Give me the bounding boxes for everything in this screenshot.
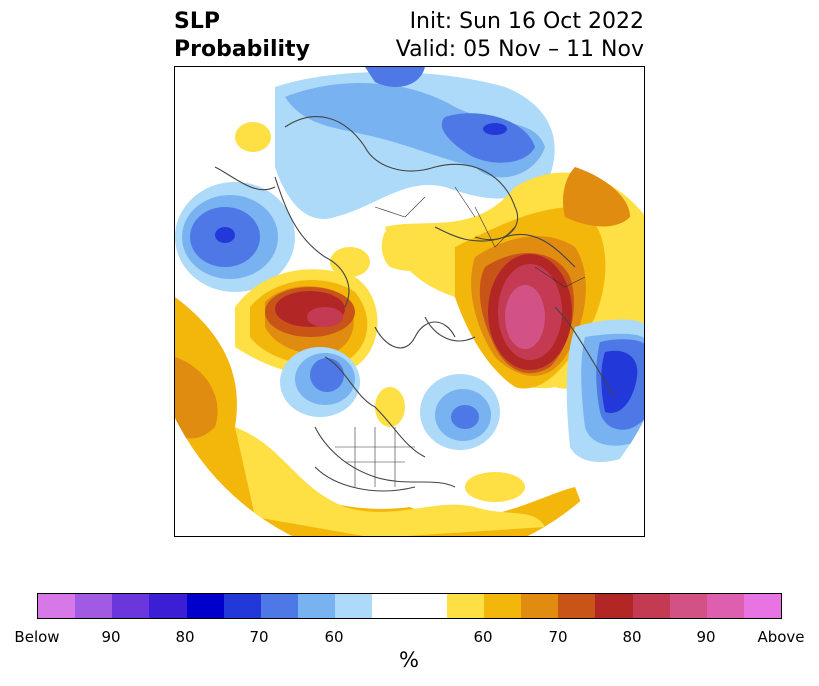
blue-low-central-inner <box>310 358 344 392</box>
blue-north-inner <box>441 113 535 163</box>
blue-top-center <box>365 67 425 87</box>
blue-low-atlantic-inner <box>451 405 479 429</box>
pink-high-east <box>505 285 545 349</box>
yellow-belt-south <box>235 427 545 536</box>
colorbar-segment <box>521 594 559 618</box>
orange-northeast <box>563 167 630 227</box>
map-dates: Init: Sun 16 Oct 2022 Valid: 05 Nov – 11… <box>396 8 644 64</box>
probability-field <box>175 67 644 536</box>
colorbar-tick-label: 70 <box>249 628 269 646</box>
colorbar-segment <box>743 594 782 618</box>
colorbar-tick-label: 90 <box>101 628 121 646</box>
colorbar-segment <box>335 594 373 618</box>
colorbar-segment <box>558 594 596 618</box>
colorbar-segment <box>632 594 670 618</box>
colorbar-segment <box>260 594 299 618</box>
colorbar-segment <box>149 594 187 618</box>
colorbar-segment <box>75 594 113 618</box>
yellow-patch-se <box>465 472 525 502</box>
colorbar-segment <box>483 594 522 618</box>
colorbar <box>37 593 782 619</box>
blue-north-core <box>483 123 507 135</box>
colorbar-segment <box>38 594 76 618</box>
colorbar-segment <box>223 594 261 618</box>
title-variable: SLP <box>174 9 220 34</box>
init-date: Init: Sun 16 Oct 2022 <box>409 9 644 34</box>
colorbar-segment <box>186 594 224 618</box>
colorbar-tick-label: 90 <box>696 628 716 646</box>
colorbar-segment <box>112 594 150 618</box>
colorbar-segment <box>595 594 633 618</box>
yellow-patch-nw <box>235 122 271 152</box>
colorbar-tick-label: 70 <box>548 628 568 646</box>
map-title: SLP Probability <box>174 8 310 64</box>
colorbar-segment <box>372 594 410 618</box>
colorbar-tick-label: 60 <box>473 628 493 646</box>
colorbar-segment <box>706 594 744 618</box>
yellow-patch-s <box>375 387 405 427</box>
colorbar-tick-label: Below <box>14 628 60 646</box>
orange-southwest <box>175 357 218 439</box>
colorbar-segment <box>409 594 447 618</box>
valid-range: Valid: 05 Nov – 11 Nov <box>395 37 644 62</box>
yellow-central-north <box>381 227 455 271</box>
colorbar-tick-label: 80 <box>622 628 642 646</box>
colorbar-tick-label: 60 <box>324 628 344 646</box>
crimson-high-west <box>307 307 343 327</box>
colorbar-segment <box>446 594 484 618</box>
blue-low-east-core <box>601 350 638 413</box>
colorbar-unit: % <box>399 648 419 672</box>
colorbar-segment <box>669 594 707 618</box>
colorbar-tick-label: 80 <box>175 628 195 646</box>
colorbar-tick-label: Above <box>757 628 805 646</box>
yellow-central-left <box>330 247 370 277</box>
polar-map <box>174 66 645 537</box>
borders <box>335 186 586 487</box>
blue-low-west-core <box>215 227 235 243</box>
colorbar-segment <box>298 594 336 618</box>
title-quantity: Probability <box>174 37 310 62</box>
